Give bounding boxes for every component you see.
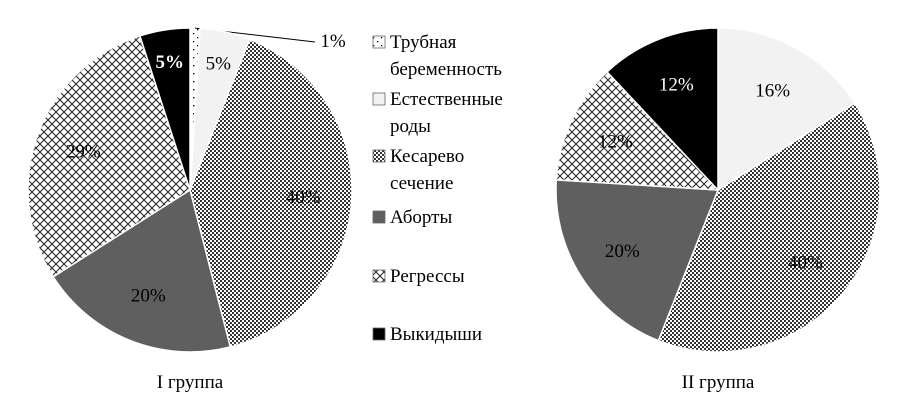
- data-label: 20%: [131, 285, 166, 306]
- legend-item: Кесарево сечение: [372, 146, 464, 194]
- legend-item: Регрессы: [372, 266, 465, 287]
- pie-title-group-2: II группа: [682, 372, 755, 393]
- pie-slice: [27, 34, 191, 278]
- legend-label: Аборты: [390, 207, 452, 228]
- data-label: 5%: [206, 54, 232, 75]
- pie-slice: [189, 38, 353, 348]
- data-label: 12%: [659, 75, 694, 96]
- pie-slice: [606, 27, 719, 192]
- pie-slice: [555, 179, 720, 342]
- legend: Трубная беременность Естественные роды Кесар…: [372, 32, 503, 345]
- legend-label: Выкидыши: [390, 324, 482, 345]
- data-label: 16%: [755, 81, 790, 102]
- legend-label: Регрессы: [390, 266, 465, 287]
- legend-swatch: [372, 149, 386, 163]
- legend-label: сечение: [390, 173, 453, 194]
- legend-swatch: [372, 210, 386, 224]
- pie-slice: [657, 102, 881, 353]
- data-label: 40%: [788, 252, 823, 273]
- legend-item: Естественные роды: [372, 89, 503, 137]
- pie-slice: [717, 27, 856, 192]
- legend-swatch: [372, 92, 386, 106]
- legend-label: Трубная: [390, 32, 457, 53]
- pie-slice: [52, 188, 232, 353]
- legend-label: беременность: [390, 59, 502, 80]
- pie-slice: [138, 27, 191, 191]
- data-label: 40%: [286, 187, 321, 208]
- legend-item: Трубная беременность: [372, 32, 502, 80]
- pie-group-2: 16% 40% 20% 12% 12%: [555, 27, 881, 353]
- pie-group-1: 1% 5% 40% 20% 29% 5%: [27, 27, 353, 353]
- data-label: 20%: [605, 241, 640, 262]
- pie-slice: [555, 70, 720, 191]
- legend-swatch: [372, 35, 386, 49]
- data-label: 29%: [66, 142, 101, 163]
- legend-item: Выкидыши: [372, 324, 482, 345]
- legend-label: Естественные: [390, 89, 503, 110]
- legend-label: роды: [390, 116, 431, 137]
- legend-swatch: [372, 327, 386, 341]
- data-label: 5%: [155, 52, 184, 73]
- legend-item: Аборты: [372, 207, 452, 228]
- data-label: 12%: [598, 132, 633, 153]
- legend-swatch: [372, 269, 386, 283]
- data-label: 1%: [320, 31, 346, 52]
- pie-title-group-1: I группа: [157, 372, 224, 393]
- legend-label: Кесарево: [390, 146, 464, 167]
